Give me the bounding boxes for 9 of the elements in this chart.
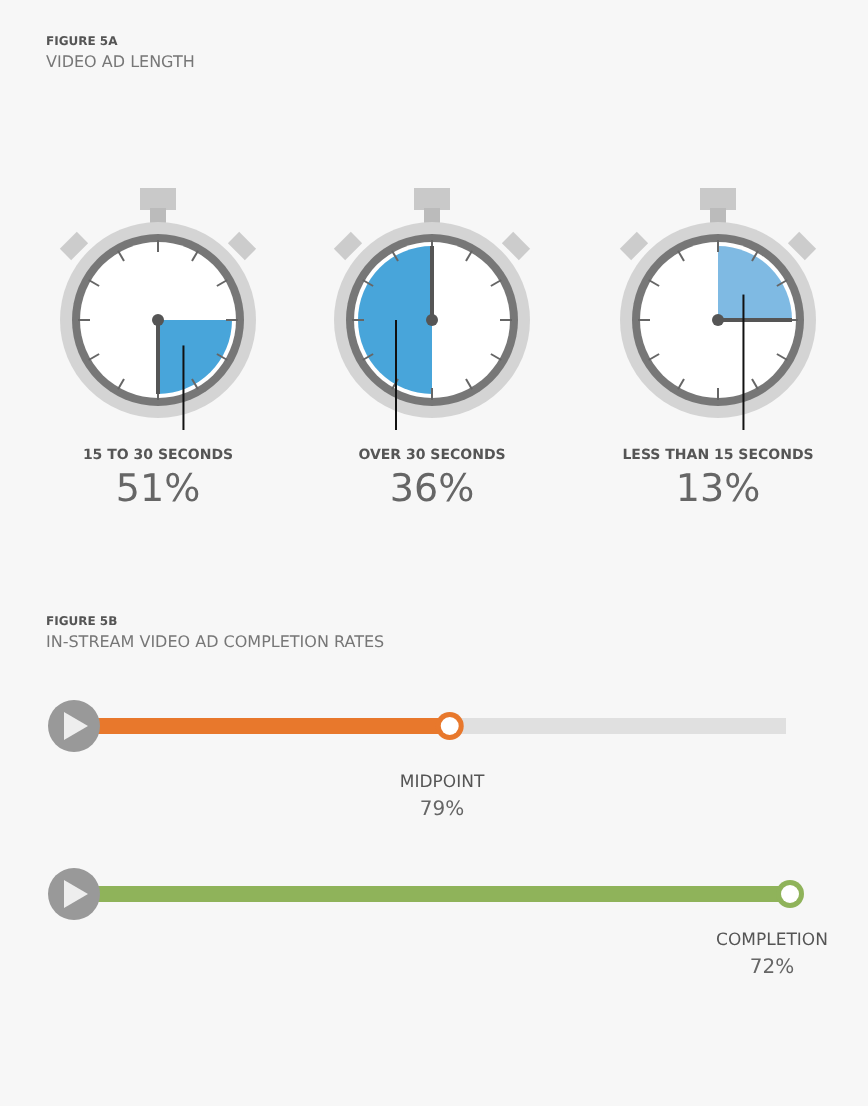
text: VIDEO AD LENGTH bbox=[46, 53, 195, 71]
data-label: 36% bbox=[389, 467, 475, 511]
data-label: 79% bbox=[419, 799, 465, 821]
data-label: 72% bbox=[749, 957, 795, 979]
data-label: 13% bbox=[675, 467, 761, 511]
category-label: MIDPOINT bbox=[399, 773, 486, 793]
text: IN-STREAM VIDEO AD COMPLETION RATES bbox=[46, 633, 385, 651]
data-label: 51% bbox=[115, 467, 201, 511]
category-label: COMPLETION bbox=[716, 931, 828, 951]
